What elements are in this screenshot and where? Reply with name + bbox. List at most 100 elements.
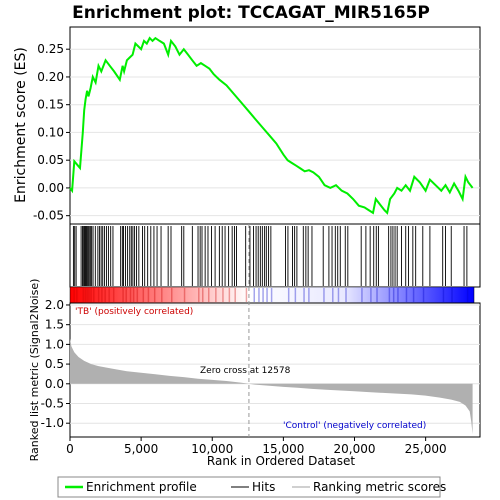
heatmap-band: [294, 288, 297, 302]
heatmap-band: [397, 288, 399, 302]
hits-panel: [69, 223, 481, 288]
heatmap-band: [207, 288, 210, 302]
es-tick-label: 0.20: [37, 70, 64, 84]
heatmap-band: [258, 288, 260, 302]
metric-panel-frame: [69, 302, 481, 438]
heatmap-band: [422, 288, 425, 302]
heatmap-band: [136, 288, 139, 302]
heatmap-band: [253, 288, 256, 302]
heatmap-band: [86, 288, 88, 302]
heatmap-band: [451, 288, 453, 302]
heatmap-band: [270, 288, 273, 302]
heatmap-band: [84, 288, 87, 302]
heatmap-band: [262, 288, 264, 302]
heatmap-band: [104, 288, 106, 302]
zero-cross-label: Zero cross at 12578: [200, 366, 291, 376]
metric-tick-label: 1.5: [45, 318, 64, 332]
es-tick-label: 0.05: [37, 153, 64, 167]
es-tick-label: 0.10: [37, 125, 64, 139]
heatmap-band: [308, 288, 310, 302]
heatmap-band: [125, 288, 127, 302]
heatmap-band: [142, 288, 145, 302]
heatmap-bands: [73, 288, 469, 302]
heatmap-band: [153, 288, 156, 302]
heatmap-band: [392, 288, 395, 302]
metric-y-axis-label: Ranked list metric (Signal2Noise): [28, 279, 41, 462]
x-tick-label: 10,000: [191, 442, 233, 456]
heatmap-band: [376, 288, 378, 302]
es-panel: -0.05 0.00 0.05 0.10 0.15 0.20 0.25 Enrichment…: [13, 26, 481, 225]
heatmap-band: [412, 288, 415, 302]
heatmap-band: [198, 288, 200, 302]
metric-tick-label: 0.5: [45, 357, 64, 371]
ranked-metric-panel: Zero cross at 12578 'TB' (positively cor…: [28, 224, 481, 462]
heatmap-band: [266, 288, 268, 302]
heatmap-band: [337, 288, 340, 302]
heatmap-band: [183, 288, 186, 302]
heatmap-band: [108, 288, 110, 302]
heatmap-band: [171, 288, 173, 302]
heatmap-band: [129, 288, 132, 302]
legend: Enrichment profile Hits Ranking metric s…: [57, 476, 446, 498]
positive-label: 'TB' (positively correlated): [75, 307, 193, 317]
heatmap-band: [88, 288, 90, 302]
hit-markers: [72, 226, 468, 286]
metric-heatmap-strip: [69, 286, 475, 304]
es-tick-label: 0.15: [37, 98, 64, 112]
chart-title: Enrichment plot: TCCAGAT_MIR5165P: [72, 3, 430, 23]
heatmap-band: [370, 288, 372, 302]
metric-tick-label: 0.0: [45, 377, 64, 391]
es-tick-label: 0.25: [37, 42, 64, 56]
heatmap-band: [76, 288, 78, 302]
legend-enrichment-label: Enrichment profile: [86, 480, 197, 494]
metric-tick-label: -1.0: [41, 416, 64, 430]
negative-label: 'Control' (negatively correlated): [283, 421, 426, 431]
heatmap-band: [222, 288, 224, 302]
heatmap-band: [234, 288, 236, 302]
heatmap-band: [388, 288, 391, 302]
heatmap-band: [202, 288, 204, 302]
metric-tick-label: -0.5: [41, 397, 64, 411]
es-y-ticks: -0.05 0.00 0.05 0.10 0.15 0.20 0.25: [33, 42, 70, 223]
heatmap-band: [90, 288, 92, 302]
es-tick-label: 0.00: [37, 181, 64, 195]
metric-y-ticks: -1.0 -0.5 0.0 0.5 1.0 1.5 2.0: [41, 298, 70, 430]
es-panel-frame: [69, 26, 481, 225]
heatmap-band: [323, 288, 325, 302]
es-y-axis-label: Enrichment score (ES): [13, 47, 29, 203]
heatmap-band: [405, 288, 408, 302]
x-tick-label: 15,000: [262, 442, 304, 456]
heatmap-band: [245, 288, 248, 302]
x-tick-label: 25,000: [405, 442, 447, 456]
heatmap-band: [147, 288, 150, 302]
heatmap-band: [93, 288, 95, 302]
legend-metric-label: Ranking metric scores: [313, 480, 446, 494]
x-tick-label: 0: [66, 442, 74, 456]
heatmap-band: [161, 288, 163, 302]
heatmap-band: [287, 288, 290, 302]
x-tick-label: 5,000: [124, 442, 158, 456]
legend-hits-label: Hits: [252, 480, 275, 494]
heatmap-band: [345, 288, 347, 302]
heatmap-band: [332, 288, 334, 302]
heatmap-band: [228, 288, 231, 302]
enrichment-profile-line: [69, 36, 474, 215]
heatmap-band: [303, 288, 305, 302]
heatmap-band: [132, 288, 135, 302]
es-tick-label: -0.05: [33, 209, 64, 223]
heatmap-band: [215, 288, 217, 302]
hits-panel-frame: [69, 223, 481, 288]
heatmap-band: [73, 288, 75, 302]
heatmap-band: [122, 288, 124, 302]
x-axis-label: Rank in Ordered Dataset: [207, 454, 355, 468]
heatmap-band: [466, 288, 469, 302]
heatmap-band: [442, 288, 445, 302]
metric-tick-label: 2.0: [45, 298, 64, 312]
x-tick-label: 20,000: [334, 442, 376, 456]
heatmap-band: [101, 288, 103, 302]
heatmap-band: [82, 288, 85, 302]
heatmap-band: [97, 288, 100, 302]
ranking-metric-area: [70, 338, 473, 435]
metric-tick-label: 1.0: [45, 337, 64, 351]
